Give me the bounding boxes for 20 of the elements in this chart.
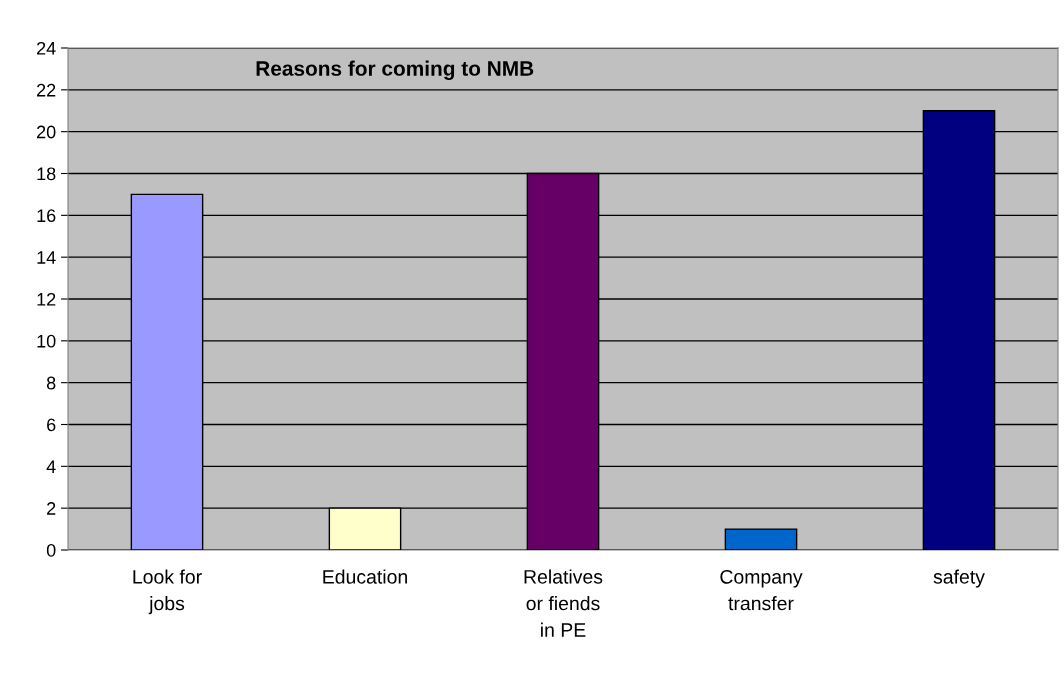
y-tick-label: 6	[47, 418, 56, 432]
y-tick-label: 10	[37, 334, 56, 348]
y-tick-label: 8	[46, 376, 56, 390]
y-tick-label: 24	[37, 41, 56, 55]
x-tick-label: safety	[933, 569, 985, 588]
y-tick-label: 18	[37, 167, 56, 181]
x-tick-label: Relatives or fiends in PE	[524, 569, 603, 637]
y-tick-label: 0	[46, 543, 56, 557]
y-tick-label: 12	[37, 292, 56, 306]
x-tick-label: Education	[323, 569, 407, 584]
x-tick-label: Company transfer	[720, 569, 803, 611]
y-tick-label: 4	[46, 460, 56, 473]
text: Reasons for coming to NMB	[256, 60, 534, 81]
y-tick-label: 16	[37, 209, 56, 223]
x-tick-label: Look for jobs	[133, 569, 202, 615]
y-tick-label: 2	[47, 502, 56, 515]
y-tick-label: 22	[37, 83, 56, 97]
bar	[724, 528, 798, 550]
y-tick-label: 20	[37, 125, 56, 139]
y-tick-label: 14	[37, 251, 56, 264]
